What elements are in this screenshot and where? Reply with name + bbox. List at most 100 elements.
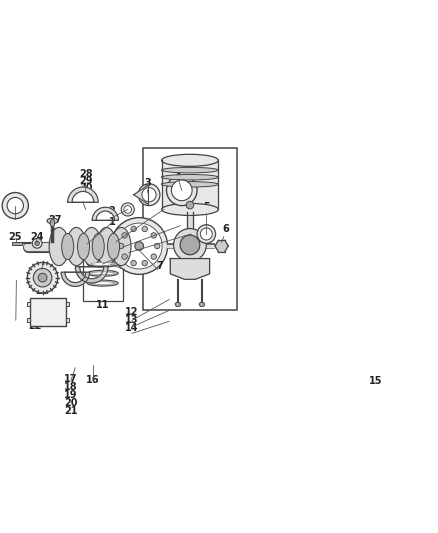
Circle shape [2, 192, 28, 219]
Text: 25: 25 [8, 232, 22, 242]
Circle shape [118, 243, 124, 249]
Text: 15: 15 [369, 376, 383, 386]
Polygon shape [162, 160, 218, 209]
Circle shape [124, 206, 131, 213]
Text: 27: 27 [48, 215, 61, 225]
Text: 9: 9 [113, 243, 120, 253]
Ellipse shape [87, 261, 118, 267]
Ellipse shape [108, 233, 120, 260]
Text: 10: 10 [116, 250, 130, 260]
Circle shape [131, 226, 136, 232]
Circle shape [38, 273, 47, 282]
Ellipse shape [199, 302, 205, 306]
Polygon shape [75, 266, 108, 283]
Circle shape [122, 254, 127, 260]
Text: 2: 2 [108, 206, 115, 216]
Circle shape [151, 233, 156, 238]
Text: 8: 8 [107, 236, 114, 246]
Ellipse shape [50, 219, 55, 227]
Text: 3: 3 [144, 178, 151, 188]
Text: 18: 18 [64, 382, 78, 392]
Ellipse shape [90, 272, 115, 274]
Ellipse shape [111, 228, 131, 265]
Circle shape [197, 225, 215, 243]
Circle shape [122, 233, 127, 238]
Circle shape [142, 188, 156, 202]
Text: 1: 1 [109, 217, 116, 227]
Text: 14: 14 [125, 324, 139, 334]
Text: 29: 29 [79, 176, 92, 186]
Circle shape [33, 269, 52, 287]
Ellipse shape [162, 182, 218, 187]
Ellipse shape [47, 218, 58, 224]
Text: 11: 11 [96, 300, 110, 310]
Polygon shape [187, 212, 193, 234]
Circle shape [166, 175, 197, 206]
Ellipse shape [62, 233, 74, 260]
Text: 17: 17 [64, 374, 78, 384]
Circle shape [116, 223, 162, 269]
Bar [143, 148, 237, 310]
Bar [66, 302, 69, 306]
Text: 4: 4 [175, 172, 182, 182]
Ellipse shape [162, 204, 218, 215]
Ellipse shape [162, 155, 218, 166]
Text: 16: 16 [86, 375, 99, 385]
Polygon shape [92, 207, 118, 220]
Ellipse shape [162, 167, 218, 173]
Text: 24: 24 [30, 232, 43, 242]
Text: 21: 21 [64, 406, 78, 416]
Text: 19: 19 [64, 390, 78, 400]
Circle shape [7, 197, 24, 214]
Circle shape [32, 238, 42, 248]
Text: 12: 12 [125, 307, 139, 317]
Polygon shape [68, 187, 98, 203]
Text: 13: 13 [125, 315, 139, 325]
Circle shape [200, 228, 212, 240]
Circle shape [138, 184, 160, 206]
Ellipse shape [97, 228, 116, 265]
Circle shape [142, 226, 148, 232]
Polygon shape [61, 272, 89, 286]
Circle shape [155, 243, 160, 249]
Ellipse shape [87, 270, 118, 276]
Text: 26: 26 [8, 193, 21, 204]
Bar [12, 241, 22, 246]
Polygon shape [170, 259, 210, 279]
Text: 5: 5 [204, 201, 210, 212]
Bar [83, 256, 123, 301]
Ellipse shape [78, 233, 89, 260]
Circle shape [121, 203, 134, 216]
Circle shape [173, 229, 206, 261]
Polygon shape [215, 240, 228, 252]
Circle shape [151, 254, 156, 260]
Text: 20: 20 [64, 398, 78, 408]
Ellipse shape [175, 302, 180, 306]
Ellipse shape [92, 233, 104, 260]
Ellipse shape [186, 201, 194, 209]
Ellipse shape [90, 282, 115, 285]
Ellipse shape [162, 174, 218, 180]
Bar [27, 302, 30, 306]
Ellipse shape [67, 228, 86, 265]
Circle shape [35, 241, 39, 246]
Text: 30: 30 [79, 183, 92, 193]
Polygon shape [134, 185, 148, 205]
Bar [27, 318, 30, 322]
Text: 7: 7 [156, 261, 163, 271]
Circle shape [135, 241, 144, 251]
Circle shape [142, 261, 148, 266]
Bar [66, 318, 69, 322]
Ellipse shape [49, 228, 69, 265]
Circle shape [27, 262, 58, 293]
Text: 28: 28 [79, 169, 92, 179]
Ellipse shape [82, 228, 102, 265]
Ellipse shape [87, 280, 118, 286]
Circle shape [131, 261, 136, 266]
Text: 6: 6 [222, 223, 229, 233]
Circle shape [180, 235, 200, 255]
Text: 22: 22 [29, 321, 42, 330]
Circle shape [171, 180, 192, 201]
Text: 23: 23 [35, 286, 49, 296]
Circle shape [111, 217, 168, 274]
